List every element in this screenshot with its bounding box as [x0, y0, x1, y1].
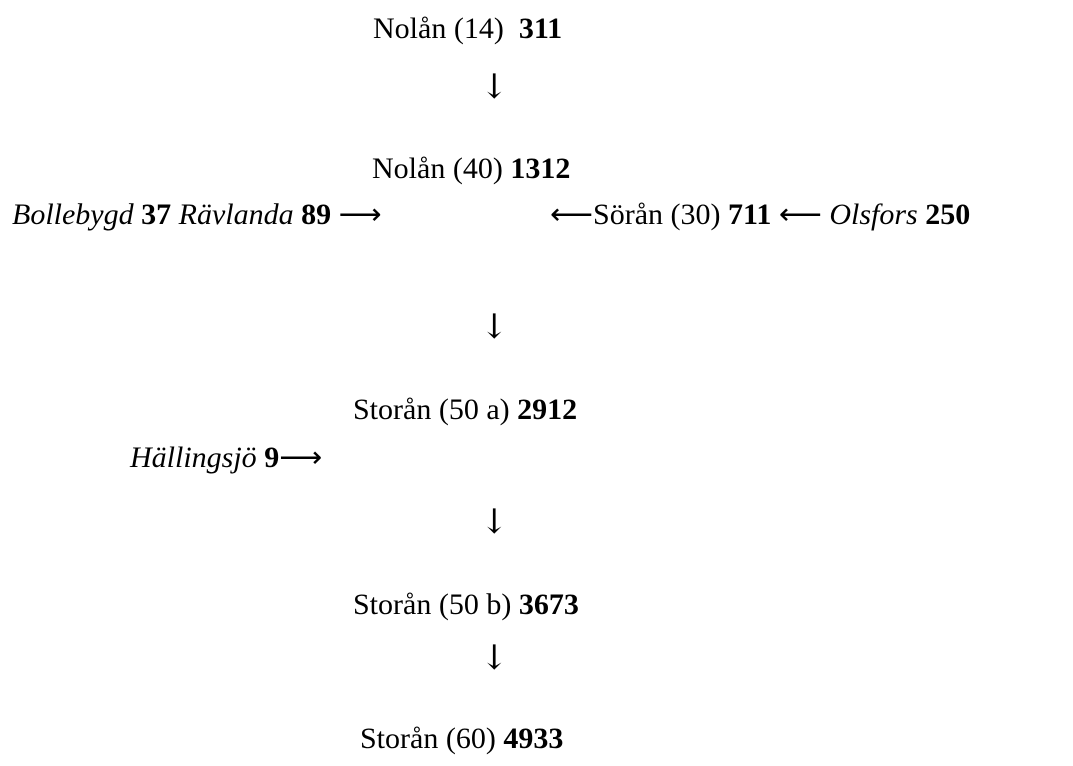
node-name: Storån [353, 588, 432, 621]
arrow-left: ⟵ [550, 198, 594, 231]
node-value: 711 [728, 198, 772, 231]
node: Storån (60) 4933 [360, 722, 563, 756]
arrow-right: ⟶ [338, 198, 382, 231]
node-name: Nolån [372, 152, 446, 185]
node-name: Sörån [593, 198, 664, 231]
node-code: (60) [445, 722, 496, 755]
node-code: (14) [453, 12, 504, 45]
arrow-right: ⟶ [279, 441, 323, 474]
node-code: (50 b) [438, 588, 512, 621]
arrow-left: ⟵ [778, 198, 822, 231]
tributary-name: Hällingsjö [130, 441, 257, 474]
node: Nolån (14) 311 [373, 12, 562, 46]
tributary-value: 89 [301, 198, 332, 231]
node-value: 2912 [517, 393, 578, 426]
node-value: 1312 [510, 152, 571, 185]
node-value: 4933 [503, 722, 564, 755]
tributary-name: Rävlanda [178, 198, 294, 231]
tributary-name: Bollebygd [12, 198, 134, 231]
tributary-value: 250 [925, 198, 971, 231]
arrow-down: ↓ [480, 67, 509, 107]
node-value: 3673 [518, 588, 579, 621]
node: Nolån (40) 1312 [372, 152, 570, 186]
arrow-down: ↓ [480, 638, 509, 678]
tributary-left: Bollebygd 37 Rävlanda 89 ⟶ [12, 198, 382, 232]
node-name: Storån [353, 393, 432, 426]
arrow-down: ↓ [480, 307, 509, 347]
node-value: 311 [518, 12, 563, 45]
arrow-down: ↓ [480, 502, 509, 542]
node-code: (30) [670, 198, 721, 231]
tributary-value: 9 [264, 441, 280, 474]
tributary-value: 37 [141, 198, 172, 231]
node-name: Storån [360, 722, 439, 755]
tributary-name: Olsfors [829, 198, 918, 231]
node-code: (50 a) [438, 393, 510, 426]
tributary-right: ⟵Sörån (30) 711 ⟵ Olsfors 250 [550, 198, 970, 232]
node-code: (40) [452, 152, 503, 185]
node-name: Nolån [373, 12, 447, 45]
tributary-left: Hällingsjö 9⟶ [130, 441, 322, 475]
node: Storån (50 a) 2912 [353, 393, 577, 427]
node: Storån (50 b) 3673 [353, 588, 579, 622]
